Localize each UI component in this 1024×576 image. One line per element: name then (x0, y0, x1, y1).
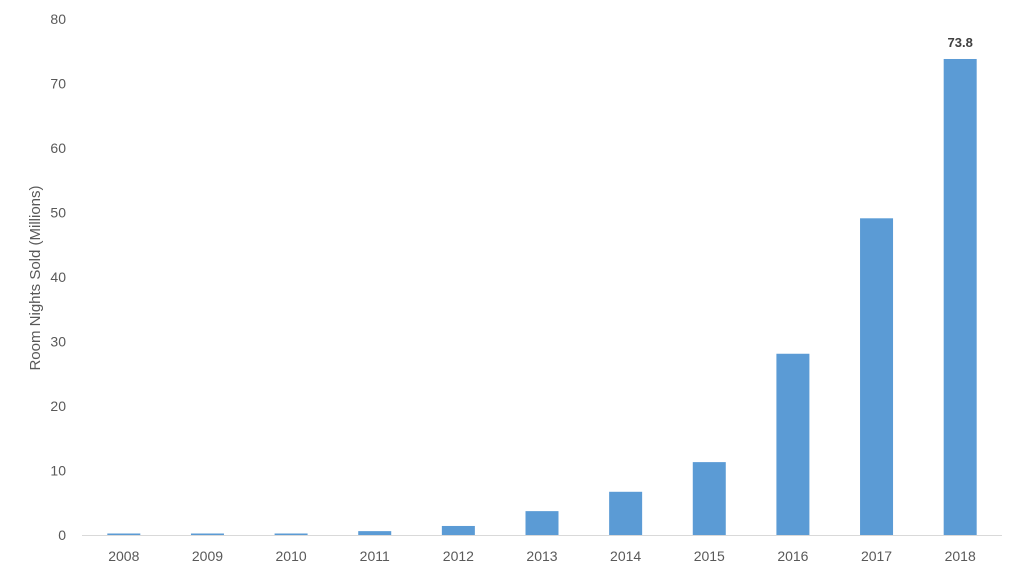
bar-2010 (274, 533, 308, 535)
x-tick-labels: 2008 2009 2010 2011 2012 2013 2014 2015 2016 2017… (108, 548, 976, 564)
y-tick-label: 70 (50, 76, 66, 92)
y-tick-label: 50 (50, 205, 66, 221)
bar-2012 (441, 525, 475, 535)
bar-2011 (358, 531, 392, 535)
data-labels: 73.8 (948, 35, 973, 50)
x-tick-label: 2011 (360, 548, 390, 564)
y-axis-title: Room Nights Sold (Millions) (27, 185, 44, 370)
bar-2018 (943, 58, 977, 536)
x-tick-label: 2014 (610, 548, 641, 564)
data-label-2018: 73.8 (948, 35, 973, 50)
y-tick-label: 20 (50, 398, 66, 414)
bar-2013 (525, 511, 559, 535)
x-tick-label: 2010 (276, 548, 307, 564)
y-tick-label: 10 (50, 463, 66, 479)
bar-2016 (776, 353, 810, 535)
y-tick-labels: 0 10 20 30 40 50 60 70 80 (50, 11, 66, 543)
y-tick-label: 0 (58, 527, 66, 543)
x-tick-label: 2018 (945, 548, 976, 564)
x-tick-label: 2017 (861, 548, 892, 564)
y-tick-label: 30 (50, 334, 66, 350)
y-tick-label: 40 (50, 269, 66, 285)
y-tick-label: 80 (50, 11, 66, 27)
bar-2008 (107, 533, 141, 535)
bar-2014 (609, 491, 643, 535)
x-tick-label: 2009 (192, 548, 223, 564)
x-tick-label: 2012 (443, 548, 474, 564)
x-tick-label: 2015 (694, 548, 725, 564)
x-tick-label: 2013 (526, 548, 557, 564)
bar-2015 (692, 462, 726, 535)
x-tick-label: 2016 (777, 548, 808, 564)
bar-group (107, 58, 977, 536)
x-tick-label: 2008 (108, 548, 139, 564)
bar-2017 (860, 218, 894, 535)
bar-2009 (190, 533, 224, 535)
y-tick-label: 60 (50, 140, 66, 156)
